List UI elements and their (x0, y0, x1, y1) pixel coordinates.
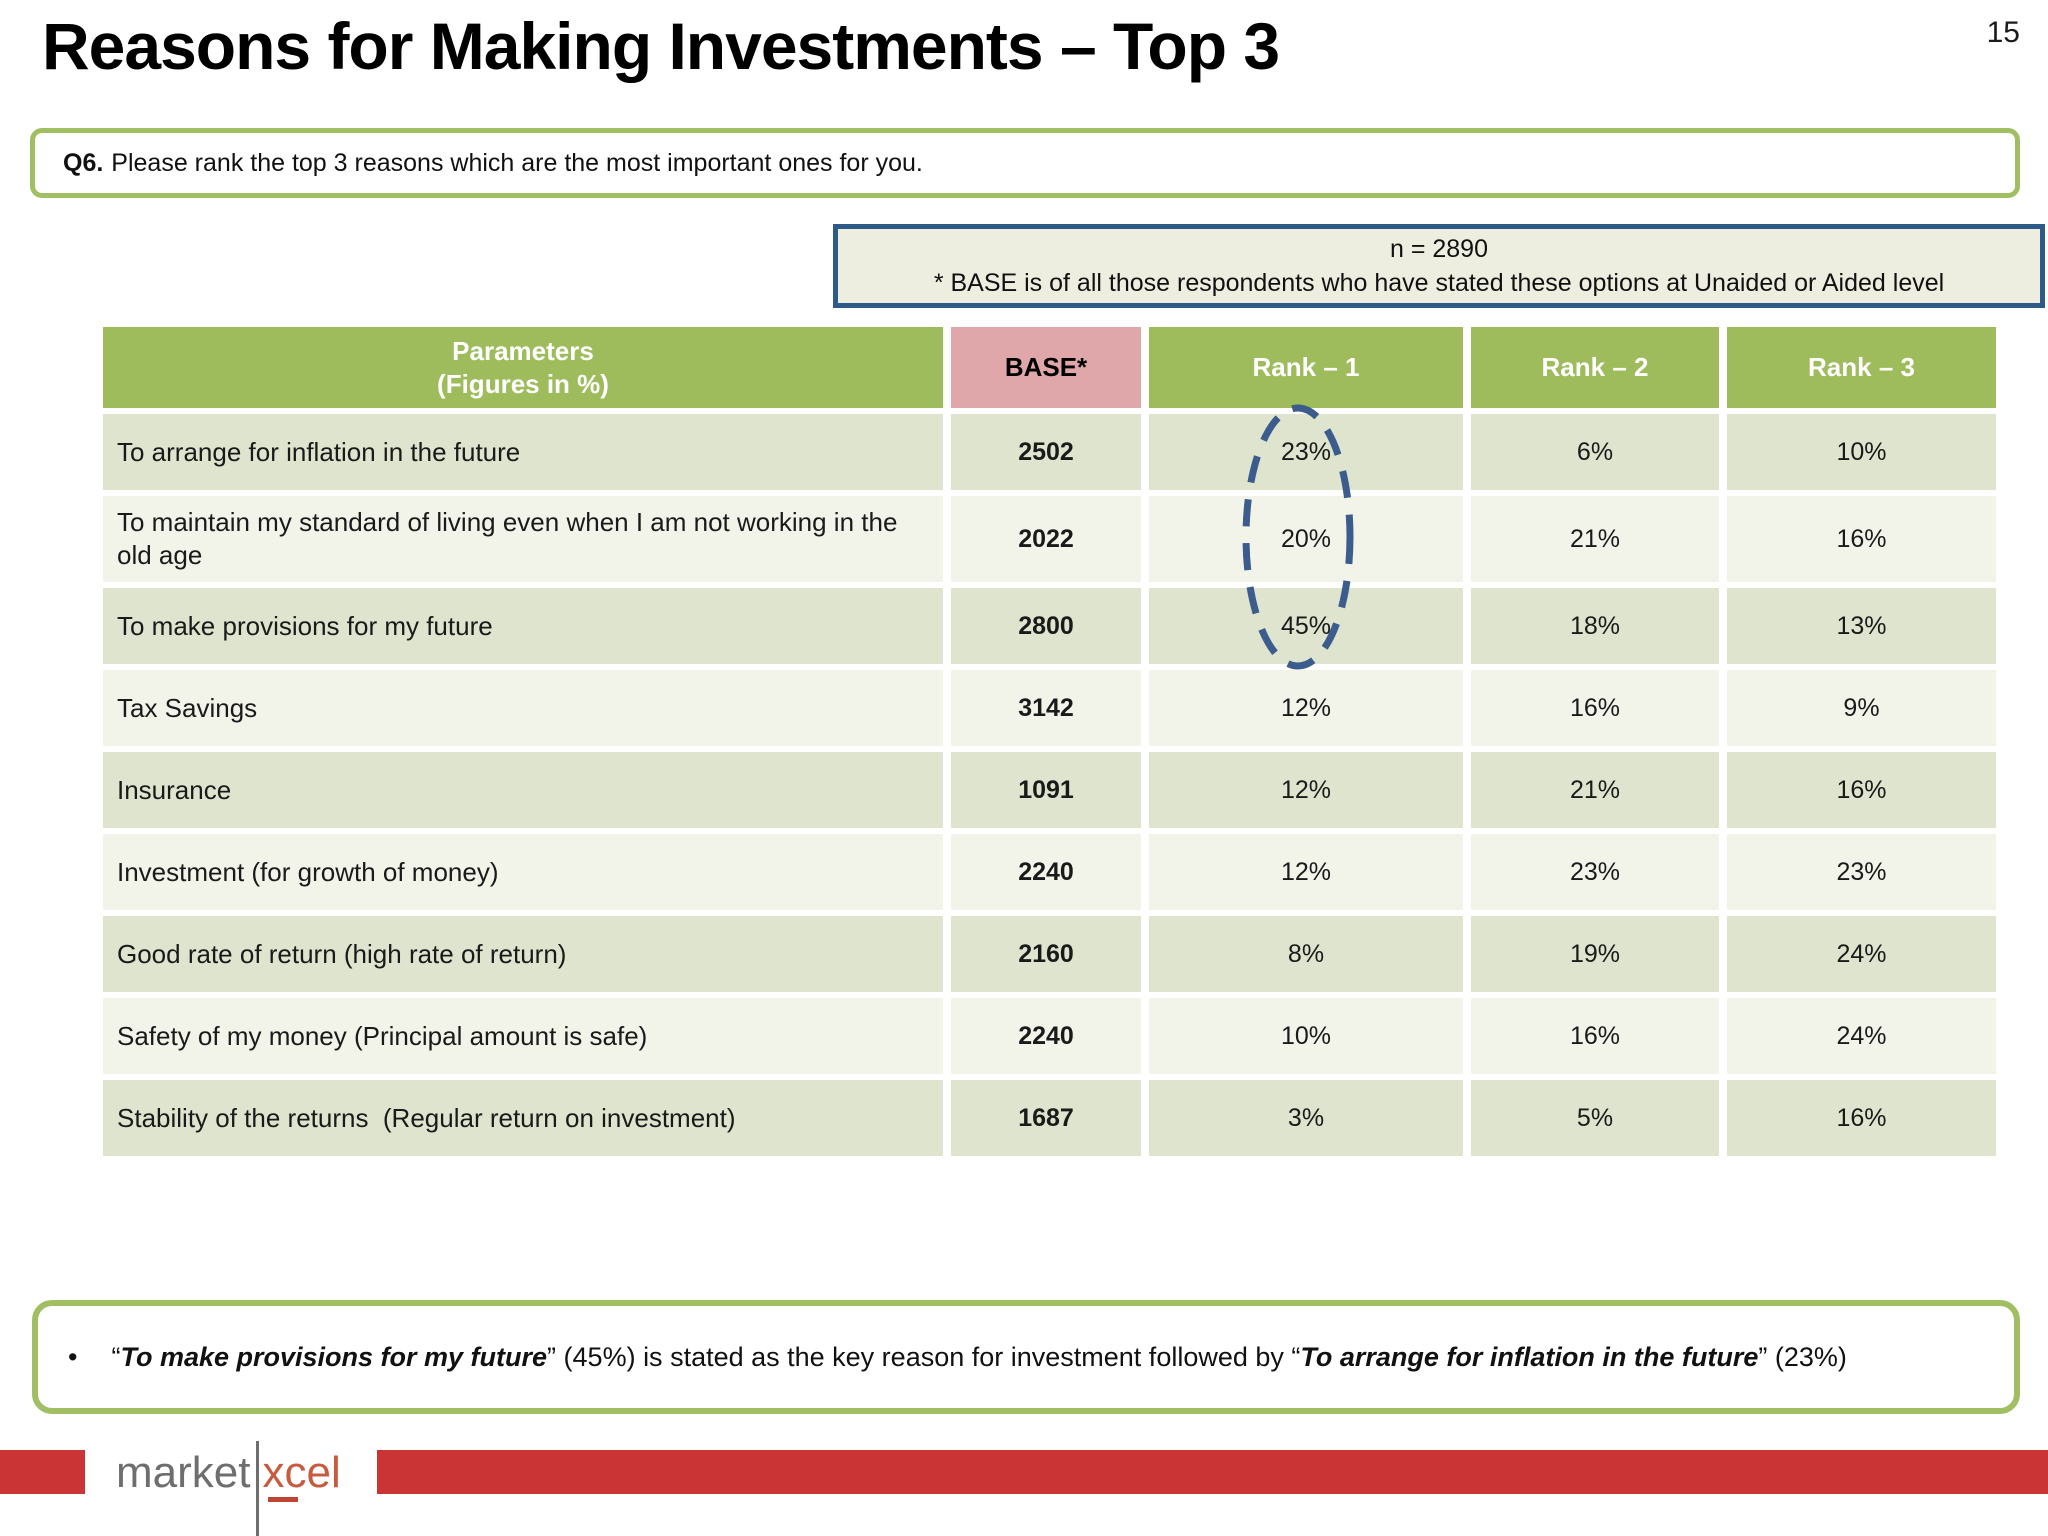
row-parameter: Good rate of return (high rate of return… (103, 916, 943, 992)
header-rank1: Rank – 1 (1149, 327, 1463, 408)
row-parameter: Insurance (103, 752, 943, 828)
row-base: 2160 (951, 916, 1141, 992)
row-rank1: 23% (1149, 414, 1463, 490)
header-parameters-line1: Parameters (452, 335, 594, 366)
row-base: 1687 (951, 1080, 1141, 1156)
row-rank1: 12% (1149, 670, 1463, 746)
sample-size: n = 2890 (1389, 235, 1488, 263)
table-row: To arrange for inflation in the future 2… (103, 414, 1997, 490)
row-rank3: 24% (1727, 916, 1996, 992)
row-base: 2502 (951, 414, 1141, 490)
insight-key-phrase-1: To make provisions for my future (120, 1341, 548, 1372)
insight-key-phrase-2: To arrange for inflation in the future (1300, 1341, 1759, 1372)
row-rank1: 45% (1149, 588, 1463, 664)
table-row: Stability of the returns (Regular return… (103, 1080, 1997, 1156)
header-rank2: Rank – 2 (1471, 327, 1719, 408)
row-base: 2022 (951, 496, 1141, 582)
row-rank3: 16% (1727, 1080, 1996, 1156)
row-rank3: 10% (1727, 414, 1996, 490)
row-rank1: 12% (1149, 752, 1463, 828)
row-base: 2800 (951, 588, 1141, 664)
question-text: Please rank the top 3 reasons which are … (111, 148, 923, 177)
row-rank2: 23% (1471, 834, 1719, 910)
bullet-icon: • (68, 1341, 78, 1372)
header-rank3: Rank – 3 (1727, 327, 1996, 408)
investment-table: Parameters (Figures in %) BASE* Rank – 1… (103, 327, 1997, 1162)
table-row: Insurance 1091 12% 21% 16% (103, 752, 1997, 828)
row-rank1: 20% (1149, 496, 1463, 582)
row-parameter: To make provisions for my future (103, 588, 943, 664)
row-base: 1091 (951, 752, 1141, 828)
logo-xcel-text: xcel (262, 1448, 341, 1497)
row-parameter: Stability of the returns (Regular return… (103, 1080, 943, 1156)
row-rank2: 18% (1471, 588, 1719, 664)
row-parameter: Investment (for growth of money) (103, 834, 943, 910)
insight-middle: ” (45%) is stated as the key reason for … (547, 1341, 1301, 1372)
table-row: Good rate of return (high rate of return… (103, 916, 1997, 992)
row-parameter: To arrange for inflation in the future (103, 414, 943, 490)
base-note-box: n = 2890 * BASE is of all those responde… (833, 224, 2045, 308)
header-parameters: Parameters (Figures in %) (103, 327, 943, 408)
row-rank2: 21% (1471, 496, 1719, 582)
table-row: Tax Savings 3142 12% 16% 9% (103, 670, 1997, 746)
header-parameters-line2: (Figures in %) (437, 368, 609, 399)
row-rank3: 24% (1727, 998, 1996, 1074)
logo-divider-line (256, 1441, 259, 1536)
base-definition: * BASE is of all those respondents who h… (933, 269, 1945, 297)
row-rank2: 16% (1471, 670, 1719, 746)
row-rank3: 13% (1727, 588, 1996, 664)
insight-text: “To make provisions for my future” (45%)… (111, 1342, 1846, 1373)
logo-x-underline (268, 1497, 298, 1502)
table-row: To maintain my standard of living even w… (103, 496, 1997, 582)
row-rank1: 12% (1149, 834, 1463, 910)
table-row: Investment (for growth of money) 2240 12… (103, 834, 1997, 910)
row-parameter: To maintain my standard of living even w… (103, 496, 943, 582)
row-rank2: 6% (1471, 414, 1719, 490)
row-rank3: 16% (1727, 752, 1996, 828)
row-base: 3142 (951, 670, 1141, 746)
row-rank2: 21% (1471, 752, 1719, 828)
table-header-row: Parameters (Figures in %) BASE* Rank – 1… (103, 327, 1997, 408)
row-rank2: 16% (1471, 998, 1719, 1074)
insight-quote-open: “ (111, 1341, 121, 1372)
row-rank3: 16% (1727, 496, 1996, 582)
row-rank1: 3% (1149, 1080, 1463, 1156)
row-parameter: Tax Savings (103, 670, 943, 746)
marketxcel-logo: market xcel (116, 1448, 341, 1498)
row-parameter: Safety of my money (Principal amount is … (103, 998, 943, 1074)
insight-end: ” (23%) (1758, 1341, 1847, 1372)
row-rank3: 9% (1727, 670, 1996, 746)
row-base: 2240 (951, 834, 1141, 910)
page-number: 15 (1986, 16, 2020, 49)
insight-callout: • “To make provisions for my future” (45… (32, 1300, 2020, 1414)
table-row: To make provisions for my future 2800 45… (103, 588, 1997, 664)
row-rank1: 10% (1149, 998, 1463, 1074)
row-rank2: 5% (1471, 1080, 1719, 1156)
footer-red-bar-right (377, 1450, 2048, 1494)
header-base: BASE* (951, 327, 1141, 408)
row-base: 2240 (951, 998, 1141, 1074)
question-box: Q6. Please rank the top 3 reasons which … (30, 128, 2020, 198)
row-rank3: 23% (1727, 834, 1996, 910)
row-rank1: 8% (1149, 916, 1463, 992)
page-title: Reasons for Making Investments – Top 3 (42, 9, 1280, 83)
question-label: Q6. (63, 148, 104, 177)
row-rank2: 19% (1471, 916, 1719, 992)
logo-market-text: market (116, 1448, 251, 1497)
table-row: Safety of my money (Principal amount is … (103, 998, 1997, 1074)
footer-red-bar-left (0, 1450, 85, 1494)
highlight-ellipse-annotation (1242, 404, 1354, 670)
